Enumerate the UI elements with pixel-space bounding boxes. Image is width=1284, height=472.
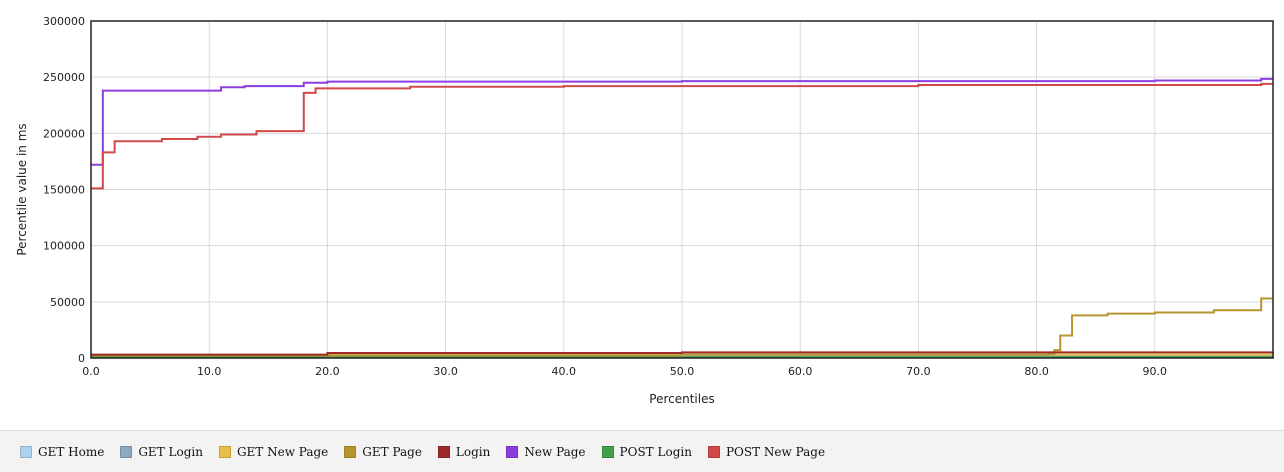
legend-label: GET Login (138, 444, 203, 459)
legend-swatch (218, 445, 231, 458)
legend-label: New Page (524, 444, 586, 459)
legend-swatch (437, 445, 450, 458)
y-axis-title: Percentile value in ms (15, 123, 29, 255)
legend-item-get-new-page[interactable]: GET New Page (218, 444, 329, 459)
x-tick-label: 30.0 (433, 365, 458, 378)
plot-frame (90, 20, 1274, 359)
legend-label: GET Page (362, 444, 422, 459)
legend-item-get-home[interactable]: GET Home (20, 445, 104, 459)
line-chart: 0.0 10.0 20.0 30.0 40.0 50.0 60.0 70.0 80.0 90.0 0… (15, 15, 1274, 406)
legend-label: POST Login (619, 444, 692, 459)
x-tick-label: 40.0 (552, 365, 577, 378)
x-tick-label: 60.0 (788, 365, 813, 378)
x-tick-label: 0.0 (82, 365, 100, 378)
legend-swatch (506, 445, 519, 458)
y-tick-label: 300000 (43, 15, 85, 28)
chart-area: 0.0 10.0 20.0 30.0 40.0 50.0 60.0 70.0 80.0 90.0 0… (15, 15, 1274, 406)
y-tick-label: 200000 (43, 127, 85, 140)
y-tick-label: 250000 (43, 71, 85, 84)
x-tick-label: 90.0 (1143, 365, 1168, 378)
legend-swatch (601, 445, 614, 458)
grid-lines (91, 21, 1273, 358)
series-line-post-new-page (91, 82, 1273, 190)
x-tick-label: 80.0 (1024, 365, 1049, 378)
legend-swatch (344, 445, 357, 458)
legend-label: GET Home (38, 444, 105, 459)
legend-label: Login (455, 444, 491, 459)
legend-label: POST New Page (725, 444, 826, 459)
legend-swatch (120, 445, 133, 458)
x-tick-label: 50.0 (670, 365, 695, 378)
y-tick-label: 0 (78, 352, 85, 365)
legend-item-login[interactable]: Login (437, 444, 491, 459)
series-line-get-page (91, 297, 1273, 357)
legend-swatch (20, 445, 32, 458)
legend-item-post-new-page[interactable]: POST New Page (707, 444, 826, 459)
legend-item-new-page[interactable]: New Page (506, 444, 586, 459)
legend: GET Home GET Login GET New Page GET Page Log… (0, 430, 1284, 472)
x-axis-title: Percentiles (649, 392, 714, 406)
y-tick-label: 100000 (43, 240, 85, 253)
legend-label: GET New Page (236, 444, 329, 459)
x-tick-label: 10.0 (197, 365, 222, 378)
series-line-new-page (91, 77, 1273, 166)
y-tick-label: 50000 (50, 296, 85, 309)
x-tick-label: 20.0 (315, 365, 340, 378)
tick-labels: 0.0 10.0 20.0 30.0 40.0 50.0 60.0 70.0 80.0 90.0 0… (43, 15, 1167, 378)
legend-swatch (707, 445, 720, 458)
legend-item-post-login[interactable]: POST Login (601, 444, 692, 459)
legend-item-get-page[interactable]: GET Page (344, 445, 422, 459)
y-tick-label: 150000 (43, 184, 85, 197)
legend-item-get-login[interactable]: GET Login (120, 445, 203, 459)
x-tick-label: 70.0 (906, 365, 931, 378)
